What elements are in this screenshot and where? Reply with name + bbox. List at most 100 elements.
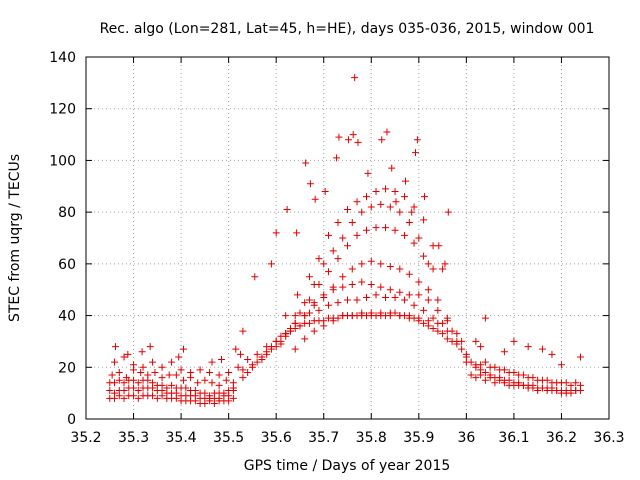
x-tick-label: 36.3 bbox=[593, 430, 624, 446]
data-point bbox=[196, 366, 204, 374]
data-point bbox=[411, 149, 419, 157]
x-tick-label: 35.8 bbox=[356, 430, 387, 446]
data-point bbox=[218, 356, 226, 364]
data-point bbox=[413, 136, 421, 144]
data-point bbox=[421, 193, 429, 201]
data-point bbox=[420, 306, 428, 314]
data-point bbox=[372, 224, 380, 232]
data-point bbox=[333, 154, 341, 162]
data-point bbox=[124, 350, 132, 358]
x-tick-label: 35.6 bbox=[261, 430, 292, 446]
data-point bbox=[402, 177, 410, 185]
data-point bbox=[149, 392, 157, 400]
data-point bbox=[363, 293, 371, 301]
data-point bbox=[137, 368, 145, 376]
data-point bbox=[134, 379, 142, 387]
data-point bbox=[283, 206, 291, 214]
data-point bbox=[225, 368, 233, 376]
data-point bbox=[462, 358, 470, 366]
data-point bbox=[335, 133, 343, 141]
data-point bbox=[296, 322, 304, 330]
data-point bbox=[225, 387, 233, 395]
data-point bbox=[529, 384, 537, 392]
data-point bbox=[329, 247, 337, 255]
data-point bbox=[429, 325, 437, 332]
data-point bbox=[388, 164, 396, 172]
data-point bbox=[377, 283, 385, 291]
data-point bbox=[353, 198, 361, 206]
x-tick-label: 35.7 bbox=[308, 430, 339, 446]
data-point bbox=[310, 281, 318, 289]
data-point bbox=[208, 379, 216, 387]
data-point bbox=[424, 260, 432, 268]
data-point bbox=[415, 314, 423, 322]
data-point bbox=[115, 368, 123, 376]
data-point bbox=[358, 309, 366, 317]
data-point bbox=[377, 200, 385, 208]
data-point bbox=[377, 260, 385, 268]
data-point bbox=[291, 345, 299, 353]
data-point bbox=[146, 343, 154, 351]
data-point bbox=[263, 350, 271, 358]
data-point bbox=[149, 379, 157, 387]
data-point bbox=[111, 379, 119, 387]
data-point bbox=[282, 330, 290, 338]
data-point bbox=[505, 368, 513, 376]
data-point bbox=[472, 337, 480, 345]
data-point bbox=[244, 356, 252, 364]
data-point bbox=[315, 255, 323, 263]
data-point bbox=[576, 381, 584, 389]
data-point bbox=[439, 330, 447, 338]
data-point bbox=[477, 361, 485, 369]
data-point bbox=[367, 309, 375, 317]
data-point bbox=[106, 387, 114, 395]
data-points bbox=[106, 74, 584, 407]
data-point bbox=[405, 218, 413, 226]
data-point bbox=[386, 262, 394, 270]
x-tick-label: 36.2 bbox=[546, 430, 577, 446]
data-point bbox=[215, 371, 223, 379]
data-point bbox=[443, 335, 451, 343]
y-tick-label: 20 bbox=[58, 360, 76, 376]
y-axis-ticks: 0 20 40 60 80 100 120 140 bbox=[49, 50, 609, 428]
data-point bbox=[363, 226, 371, 234]
data-point bbox=[201, 376, 209, 384]
data-point bbox=[253, 358, 261, 366]
data-point bbox=[163, 384, 171, 392]
data-point bbox=[348, 218, 356, 226]
data-point bbox=[339, 273, 347, 281]
data-point bbox=[187, 368, 195, 376]
data-point bbox=[441, 260, 449, 268]
data-point bbox=[405, 270, 413, 278]
data-point bbox=[206, 368, 214, 376]
data-point bbox=[548, 350, 556, 358]
data-point bbox=[208, 358, 216, 366]
data-point bbox=[206, 392, 214, 400]
data-point bbox=[434, 319, 442, 327]
data-point bbox=[496, 376, 504, 384]
x-axis-label: GPS time / Days of year 2015 bbox=[244, 458, 451, 474]
data-point bbox=[401, 193, 409, 201]
data-point bbox=[434, 296, 442, 304]
data-point bbox=[294, 291, 302, 299]
data-point bbox=[410, 301, 418, 309]
data-point bbox=[239, 327, 247, 335]
data-point bbox=[267, 260, 275, 268]
data-point bbox=[194, 379, 202, 387]
data-point bbox=[392, 198, 400, 206]
data-point bbox=[348, 312, 356, 320]
data-point bbox=[420, 216, 428, 224]
y-tick-label: 60 bbox=[58, 257, 76, 273]
data-point bbox=[383, 128, 391, 136]
data-point bbox=[491, 379, 499, 387]
data-point bbox=[524, 374, 532, 382]
data-point bbox=[382, 293, 390, 301]
data-point bbox=[138, 348, 146, 356]
data-point bbox=[443, 317, 451, 325]
data-point bbox=[486, 374, 494, 382]
data-point bbox=[324, 231, 332, 239]
x-tick-label: 35.9 bbox=[403, 430, 434, 446]
data-point bbox=[344, 136, 352, 144]
data-point bbox=[334, 299, 342, 307]
data-point bbox=[115, 376, 123, 384]
